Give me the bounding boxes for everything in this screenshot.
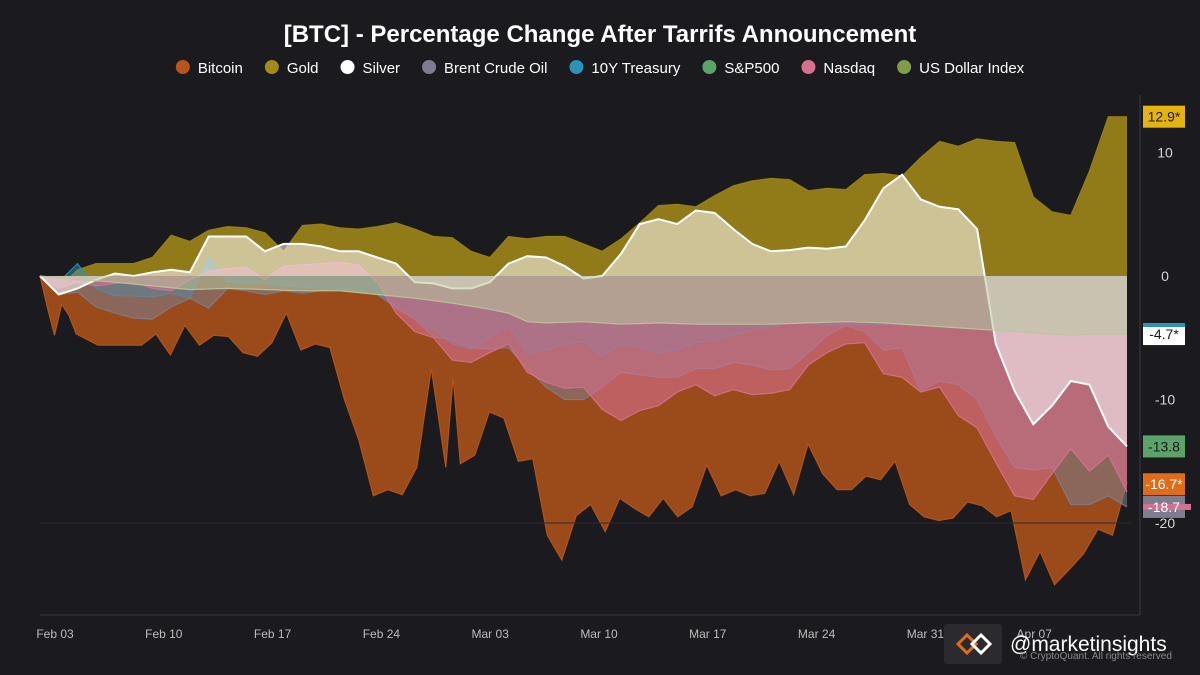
x-tick-label: Mar 03 — [472, 627, 510, 641]
legend-swatch-s-p500 — [702, 60, 717, 74]
value-tag-label: -13.8 — [1148, 438, 1180, 454]
x-tick-label: Mar 17 — [689, 627, 727, 641]
x-tick-label: Mar 31 — [907, 627, 945, 641]
x-tick-label: Apr 07 — [1017, 627, 1053, 641]
x-tick-label: Mar 10 — [580, 627, 618, 641]
value-tag-tag-138: -13.8 — [1143, 435, 1185, 458]
value-tag-tag-187: -18.7 — [1143, 495, 1191, 518]
cryptoquant-logo-icon — [944, 624, 1002, 664]
watermark-brand: @marketinsights — [1010, 633, 1167, 656]
legend-label-us-dollar-index: US Dollar Index — [919, 60, 1025, 77]
y-tick-label: 10 — [1157, 145, 1173, 161]
value-tag-label: -4.7* — [1149, 326, 1179, 342]
value-tag-label: 12.9* — [1148, 109, 1181, 125]
x-tick-label: Feb 03 — [36, 627, 74, 641]
line-us-dollar-index — [39, 275, 1127, 336]
legend-swatch-us-dollar-index — [897, 60, 912, 74]
legend-label-bitcoin: Bitcoin — [198, 60, 243, 77]
y-tick-label: 0 — [1161, 268, 1169, 284]
line-bitcoin — [39, 275, 1128, 586]
x-tick-label: Feb 10 — [145, 627, 183, 641]
axes: 10 0 -10 -20 Feb 03 Feb 10 Feb 17 Feb 24 Mar 03 M… — [36, 95, 1175, 641]
watermark: @marketinsights © CryptoQuant. All right… — [944, 624, 1172, 664]
value-tag-label: -18.7 — [1148, 499, 1180, 515]
legend: Bitcoin Gold Silver Brent Crude Oil 10Y Trea… — [175, 60, 1025, 77]
area-silver — [40, 174, 1127, 447]
area-us-dollar-index — [40, 276, 1127, 336]
legend-swatch-nasdaq — [801, 60, 816, 74]
legend-swatch-silver — [340, 60, 355, 74]
value-tag-tag-167: -16.7* — [1143, 473, 1185, 496]
area-brent-crude-oil — [40, 276, 1127, 507]
line-gold — [39, 116, 1127, 290]
value-tags: 12.9* -4.7* -13.8 -16.7* -18.7 — [1143, 105, 1191, 518]
y-tick-label: -10 — [1155, 392, 1175, 408]
x-tick-label: Feb 24 — [363, 627, 401, 641]
chart-title: [BTC] - Percentage Change After Tarrifs … — [284, 21, 917, 48]
value-tag-tag-47: -4.7* — [1143, 323, 1185, 346]
value-tag-tag-129: 12.9* — [1143, 105, 1185, 128]
value-tag-label: -16.7* — [1145, 476, 1183, 492]
legend-swatch-bitcoin — [175, 60, 190, 74]
y-tick-label: -20 — [1155, 515, 1175, 531]
legend-swatch-gold — [264, 60, 279, 74]
legend-label-10y-treasury: 10Y Treasury — [591, 60, 680, 77]
legend-label-silver: Silver — [363, 60, 401, 77]
legend-swatch-brent-crude-oil — [422, 60, 437, 74]
x-tick-label: Feb 17 — [254, 627, 292, 641]
watermark-copyright: © CryptoQuant. All rights reserved — [1020, 651, 1172, 662]
x-tick-label: Mar 24 — [798, 627, 836, 641]
area-bitcoin — [40, 276, 1127, 585]
legend-label-brent-crude-oil: Brent Crude Oil — [444, 60, 547, 77]
legend-label-gold: Gold — [287, 60, 319, 77]
plot-area — [39, 116, 1128, 586]
legend-label-nasdaq: Nasdaq — [823, 60, 875, 77]
legend-swatch-10y-treasury — [569, 60, 584, 74]
legend-label-s-p500: S&P500 — [724, 60, 779, 77]
